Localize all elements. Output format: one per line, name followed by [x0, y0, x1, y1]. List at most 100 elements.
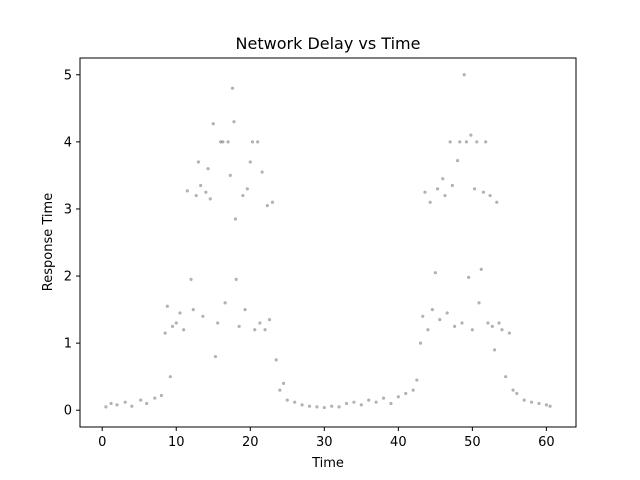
- data-point: [145, 401, 149, 406]
- x-tick-label: 40: [390, 435, 407, 450]
- data-point: [426, 328, 430, 332]
- data-point: [170, 324, 175, 328]
- data-point: [267, 318, 272, 322]
- data-point: [265, 204, 269, 208]
- data-point: [104, 405, 108, 409]
- y-tick-label: 0: [64, 404, 72, 419]
- data-point: [315, 405, 319, 409]
- data-point: [115, 403, 119, 407]
- data-point: [256, 140, 260, 144]
- data-point: [452, 324, 457, 328]
- data-point: [450, 183, 454, 188]
- data-point: [472, 187, 477, 191]
- data-point: [548, 404, 552, 408]
- data-point: [396, 395, 400, 399]
- x-tick-label: 60: [538, 435, 555, 450]
- data-point: [438, 318, 442, 322]
- data-point: [381, 396, 386, 400]
- data-point: [490, 324, 494, 328]
- data-point: [153, 396, 157, 400]
- data-point: [470, 328, 474, 332]
- data-point: [211, 122, 215, 126]
- data-point: [481, 190, 486, 194]
- data-point: [243, 307, 247, 312]
- data-point: [337, 405, 341, 409]
- data-point: [352, 400, 356, 404]
- y-tick-label: 3: [64, 202, 72, 217]
- data-point: [522, 398, 526, 402]
- data-point: [139, 398, 143, 402]
- data-point: [230, 86, 235, 90]
- data-point: [411, 388, 415, 392]
- plot-area: [104, 73, 552, 410]
- x-tick-label: 30: [316, 435, 333, 450]
- data-point: [241, 193, 245, 198]
- data-point: [163, 331, 167, 335]
- data-point: [421, 314, 425, 318]
- data-point: [511, 388, 515, 392]
- data-point: [477, 301, 481, 305]
- data-point: [300, 403, 304, 407]
- y-tick-label: 1: [64, 337, 72, 352]
- data-point: [208, 197, 212, 201]
- data-point: [109, 401, 113, 406]
- data-point: [248, 160, 252, 164]
- data-point: [467, 275, 471, 279]
- plot-frame: [79, 57, 577, 428]
- x-tick-label: 0: [98, 435, 106, 450]
- data-point: [504, 375, 508, 379]
- data-point: [418, 341, 423, 345]
- data-point: [285, 398, 289, 402]
- x-axis: 0 10 20 30 40 50 60: [98, 427, 555, 450]
- data-point: [458, 140, 462, 144]
- data-point: [430, 307, 434, 312]
- data-point: [544, 403, 548, 407]
- y-axis-label: Response Time: [41, 193, 56, 291]
- data-point: [226, 140, 230, 144]
- data-point: [529, 400, 534, 404]
- data-point: [445, 311, 449, 315]
- data-point: [515, 391, 519, 396]
- data-point: [435, 187, 440, 191]
- data-point: [469, 133, 473, 137]
- data-point: [191, 307, 195, 312]
- data-point: [245, 187, 249, 191]
- data-point: [213, 354, 218, 359]
- data-point: [293, 400, 297, 404]
- y-tick-label: 4: [64, 135, 72, 150]
- y-tick-label: 2: [64, 270, 72, 285]
- data-point: [441, 177, 445, 181]
- data-point: [233, 217, 238, 221]
- data-point: [201, 314, 205, 318]
- data-point: [182, 328, 186, 332]
- data-point: [168, 375, 172, 379]
- data-point: [428, 200, 432, 204]
- data-point: [307, 404, 312, 408]
- data-point: [237, 324, 241, 328]
- data-point: [374, 400, 378, 404]
- data-point: [260, 170, 264, 174]
- data-point: [263, 328, 267, 332]
- data-point: [223, 301, 227, 305]
- data-point: [185, 189, 189, 193]
- data-point: [232, 120, 236, 124]
- x-tick-label: 10: [168, 435, 185, 450]
- data-point: [389, 401, 393, 406]
- data-point: [253, 328, 257, 332]
- data-point: [189, 277, 193, 281]
- data-point: [433, 271, 437, 275]
- data-point: [475, 140, 479, 144]
- data-point: [415, 378, 419, 382]
- x-tick-label: 20: [242, 435, 259, 450]
- data-point: [492, 348, 497, 352]
- data-point: [359, 403, 363, 407]
- data-point: [404, 391, 408, 396]
- data-point: [443, 193, 447, 198]
- y-tick-label: 5: [64, 68, 72, 83]
- data-point: [178, 311, 182, 315]
- data-point: [278, 388, 282, 392]
- chart-title: Network Delay vs Time: [236, 34, 421, 53]
- data-point: [199, 183, 203, 188]
- data-point: [216, 321, 220, 325]
